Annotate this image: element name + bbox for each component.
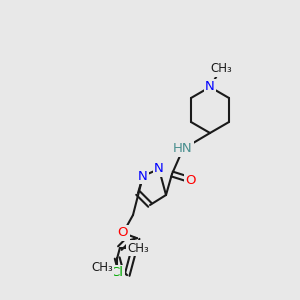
Text: HN: HN	[173, 142, 193, 155]
Text: CH₃: CH₃	[127, 242, 149, 255]
Text: N: N	[154, 163, 164, 176]
Text: CH₃: CH₃	[210, 62, 232, 76]
Text: O: O	[118, 226, 128, 239]
Text: N: N	[138, 169, 148, 182]
Text: N: N	[205, 80, 215, 94]
Text: O: O	[186, 173, 196, 187]
Text: Cl: Cl	[111, 266, 124, 280]
Text: CH₃: CH₃	[91, 261, 113, 274]
